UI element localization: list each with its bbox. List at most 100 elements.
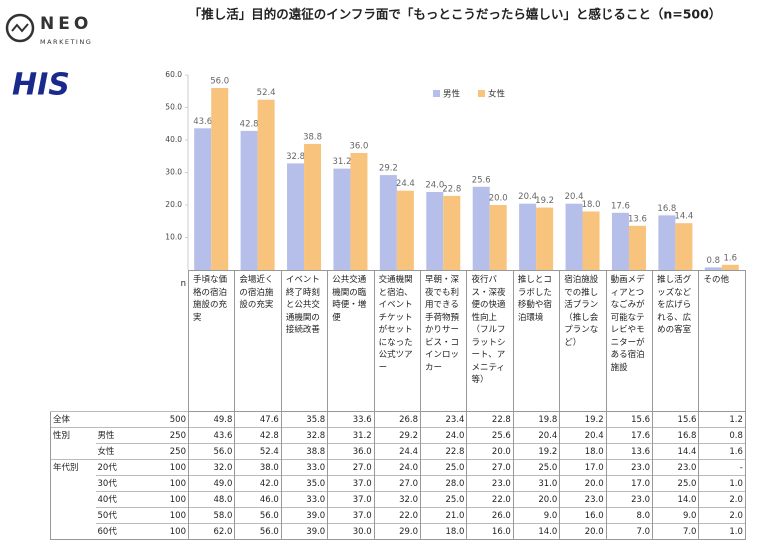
cell-value: 48.0 [188,491,236,508]
bar [472,186,490,270]
category-label: その他 [698,270,746,412]
cell-value: 42.0 [234,475,282,492]
row-n: 100 [145,523,189,540]
value-label: 14.4 [674,212,693,222]
cell-value: 1.0 [698,475,746,492]
cell-value: 19.8 [513,411,561,428]
cell-value: 25.0 [513,459,561,476]
cell-value: 20.0 [466,443,514,460]
cell-value: 37.0 [327,475,375,492]
category-label: 早朝・深夜でも利用できる手荷物預かりサービス・コインロッカー [420,270,468,412]
y-tick-label: 10.0 [165,233,182,242]
cell-value: 25.0 [420,491,468,508]
cell-value: 35.8 [281,411,329,428]
cell-value: 47.6 [234,411,282,428]
cell-value: 19.2 [513,443,561,460]
cell-value: 37.0 [327,507,375,524]
value-label: 31.2 [332,157,351,167]
cell-value: 2.0 [698,507,746,524]
cell-value: 33.6 [327,411,375,428]
category-label: 会場近くの宿泊施設の充実 [234,270,282,412]
bar [704,267,722,270]
category-label: 夜行バス・深夜便の快適性向上（フルフラットシート、アメニティ等） [466,270,514,412]
logo-neo: NEO [40,14,92,34]
cell-value: 23.0 [466,475,514,492]
value-label: 24.0 [425,181,444,191]
cell-value: 2.0 [698,491,746,508]
cell-value: 18.0 [559,443,607,460]
value-label: 43.6 [193,117,212,127]
cell-value: 23.4 [420,411,468,428]
value-label: 18.0 [582,200,601,210]
bar [628,225,646,270]
table-row: 30代 100 49.0 42.0 35.0 37.0 27.0 28.0 23.0 31.0 20… [50,475,746,492]
logo-marketing: MARKETING [40,38,92,46]
legend-label: 女性 [488,89,506,100]
legend-label: 男性 [443,89,461,100]
bar [304,143,322,270]
cell-value: 24.0 [420,427,468,444]
cell-value: 23.0 [652,459,700,476]
cell-value: 15.6 [606,411,654,428]
cell-value: 22.8 [420,443,468,460]
cell-value: 52.4 [234,443,282,460]
row-n: 100 [145,507,189,524]
cell-value: 30.0 [327,523,375,540]
bar [489,205,507,270]
value-label: 16.8 [657,204,676,214]
data-table: n 手頃な価格の宿泊施設の充実 会場近くの宿泊施設の充実 イベント終了時刻と公共交通機… [50,270,746,540]
cell-value: 26.8 [374,411,422,428]
bar [443,195,461,270]
row-n: 100 [145,491,189,508]
cell-value: 14.4 [652,443,700,460]
cell-value: 13.6 [606,443,654,460]
row-group: 全体 [50,411,96,428]
category-label: イベント終了時刻と公共交通機関の接続改善 [280,270,329,412]
logo-icon [5,13,35,43]
value-label: 20.4 [565,192,584,202]
cell-value: 1.2 [698,411,746,428]
logo-icon-line [11,23,29,33]
cell-value: 58.0 [188,507,236,524]
y-tick-label: 20.0 [165,200,182,209]
y-tick-label: 40.0 [165,135,182,144]
value-label: 56.0 [210,77,229,87]
empty-cell [51,271,96,412]
bar [211,88,229,270]
table-header-row: n 手頃な価格の宿泊施設の充実 会場近くの宿泊施設の充実 イベント終了時刻と公共交通機… [51,270,746,412]
value-label: 19.2 [535,196,554,206]
value-label: 1.6 [724,253,738,263]
bar [396,190,414,270]
value-label: 32.8 [286,152,305,162]
cell-value: 31.2 [327,427,375,444]
cell-value: 56.0 [188,443,236,460]
table-row: 40代 100 48.0 46.0 33.0 37.0 32.0 25.0 22.0 20.0 23… [50,491,746,508]
bar [426,192,444,270]
cell-value: 27.0 [327,459,375,476]
cell-value: 36.0 [327,443,375,460]
cell-value: 19.2 [559,411,607,428]
cell-value: 7.0 [606,523,654,540]
logo-his: HIS [12,68,70,103]
cell-value: 16.0 [466,523,514,540]
row-n: 100 [145,475,189,492]
cell-value: 62.0 [188,523,236,540]
bar [675,223,693,270]
value-label: 20.0 [489,194,508,204]
row-group [50,523,96,540]
cell-value: 1.6 [698,443,746,460]
category-label: 交通機関と宿泊、イベントチケットがセットになった公式ツアー [373,270,422,412]
cell-value: 32.0 [374,491,422,508]
chart-title: 「推し活」目的の遠征のインフラ面で「もっとこうだったら嬉しい」と感じること（n=… [189,7,722,22]
cell-value: 23.0 [559,491,607,508]
cell-value: 14.0 [513,523,561,540]
cell-value: 24.0 [374,459,422,476]
cell-value: - [698,459,746,476]
row-n: 500 [145,411,189,428]
cell-value: 31.0 [513,475,561,492]
bar [257,99,275,270]
table-row: 女性 250 56.0 52.4 38.8 36.0 24.4 22.8 20.0 19.2 18.… [50,443,746,460]
cell-value: 39.0 [281,523,329,540]
value-label: 24.4 [396,179,415,189]
value-label: 38.8 [303,132,322,142]
